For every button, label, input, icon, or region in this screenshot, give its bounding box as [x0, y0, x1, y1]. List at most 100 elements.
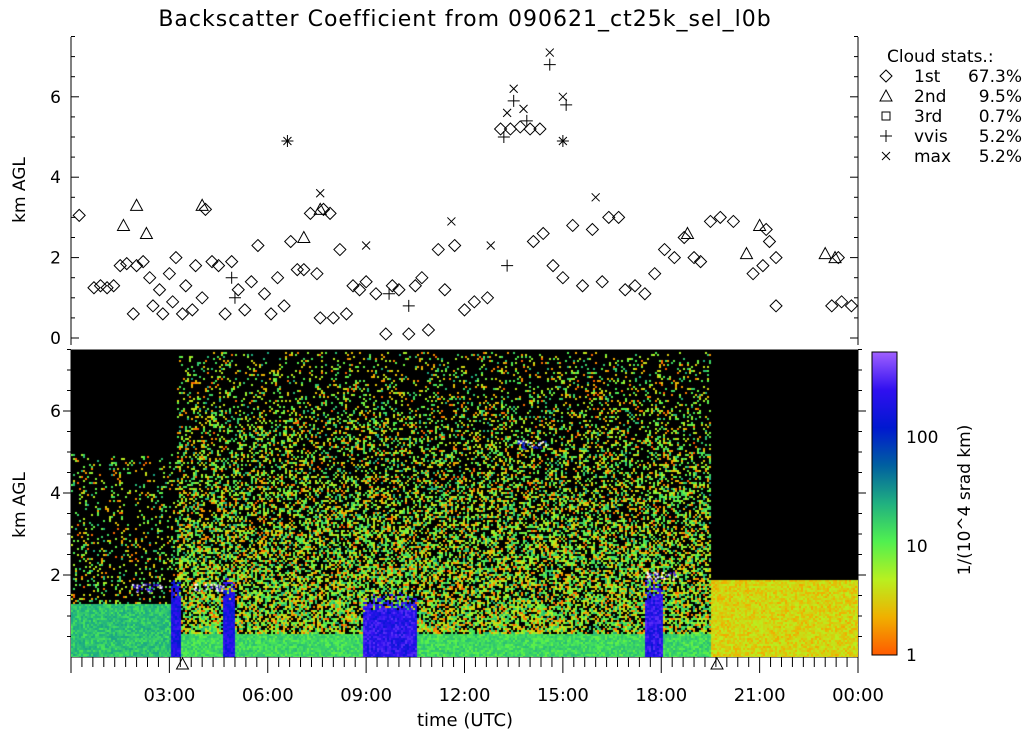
legend-name: 1st — [914, 67, 941, 87]
point-1st — [769, 250, 783, 265]
x-tick-label: 09:00 — [340, 685, 392, 706]
legend-name: 2nd — [914, 87, 946, 107]
point-1st — [72, 208, 86, 223]
time-marker-triangle-icon — [710, 656, 724, 670]
point-1st — [264, 307, 278, 321]
point-1st — [421, 323, 436, 337]
point-1st — [402, 327, 416, 341]
point-1st — [523, 122, 537, 136]
y-tick-label: 2 — [50, 566, 61, 586]
point-2nd — [680, 226, 695, 239]
point-max — [509, 84, 519, 94]
legend-title: Cloud stats.: — [887, 47, 994, 67]
point-vvis — [543, 58, 556, 71]
point-2nd — [116, 218, 131, 231]
point-1st — [218, 307, 232, 321]
point-vvis — [497, 131, 510, 143]
point-1st — [392, 283, 406, 297]
point-vvis — [501, 259, 514, 272]
x-tick-label: 18:00 — [635, 685, 687, 706]
point-2nd — [739, 246, 754, 260]
point-2nd — [752, 218, 767, 231]
point-2nd — [818, 246, 833, 260]
legend-name: max — [914, 147, 951, 167]
point-1st — [120, 256, 134, 271]
legend-value: 67.3% — [968, 67, 1022, 87]
point-1st — [106, 279, 121, 293]
point-1st — [726, 214, 741, 229]
legend-name: vvis — [914, 127, 948, 147]
y-tick-label: 6 — [50, 402, 61, 422]
point-2nd — [828, 250, 842, 264]
point-1st — [333, 242, 347, 257]
point-max — [558, 136, 568, 146]
legend-cross-icon — [881, 151, 891, 161]
point-max — [545, 48, 555, 57]
point-1st — [211, 258, 226, 273]
point-vvis — [560, 98, 573, 111]
colorbar-bar — [871, 351, 898, 656]
legend-value: 5.2% — [979, 127, 1022, 147]
legend-value: 5.2% — [979, 147, 1022, 167]
point-1st — [513, 120, 527, 134]
x-tick-label: 00:00 — [832, 685, 884, 706]
point-1st — [585, 222, 600, 237]
point-max — [591, 192, 601, 202]
backscatter-heatmap — [71, 350, 858, 657]
y-tick-label: 4 — [50, 168, 61, 188]
point-2nd — [195, 198, 210, 211]
x-tick-label: 15:00 — [537, 685, 589, 706]
point-1st — [283, 234, 298, 249]
cloud-base-panel: 0 2 4 6 — [50, 36, 859, 349]
point-1st — [93, 279, 108, 293]
point-1st — [762, 234, 777, 249]
point-1st — [162, 266, 177, 281]
point-1st — [431, 242, 445, 257]
point-max — [283, 136, 292, 146]
x-tick-label: 03:00 — [143, 685, 195, 706]
point-2nd — [313, 202, 328, 215]
point-1st — [297, 262, 311, 277]
point-1st — [657, 242, 672, 257]
point-1st — [352, 283, 367, 297]
chart-title: Backscatter Coefficient from 090621_ct25… — [158, 7, 771, 32]
point-vvis — [225, 271, 238, 284]
y-tick-label: 4 — [50, 484, 61, 504]
point-1st — [129, 258, 144, 273]
point-vvis — [228, 291, 241, 304]
point-1st — [244, 275, 259, 289]
point-1st — [385, 279, 400, 293]
colorbar-tick-label: 10 — [906, 537, 928, 557]
point-1st — [457, 303, 472, 317]
point-1st — [277, 299, 291, 313]
point-2nd — [129, 198, 144, 211]
x-axis-label: time (UTC) — [417, 710, 513, 730]
time-marker-triangle-icon — [175, 656, 190, 670]
point-1st — [313, 311, 327, 325]
legend-name: 3rd — [914, 107, 942, 127]
point-1st — [142, 270, 157, 285]
point-1st — [339, 307, 354, 321]
point-1st — [270, 270, 285, 285]
point-1st — [369, 287, 383, 301]
point-1st — [415, 270, 429, 285]
point-1st — [533, 122, 547, 136]
point-1st — [667, 250, 682, 265]
point-1st — [693, 254, 708, 269]
point-1st — [169, 250, 183, 265]
point-1st — [205, 254, 219, 269]
colorbar-tick-label: 1 — [906, 646, 917, 666]
point-1st — [493, 122, 508, 136]
point-vvis — [383, 287, 396, 300]
point-1st — [447, 238, 462, 253]
point-1st — [756, 258, 770, 273]
point-1st — [251, 238, 265, 253]
point-max — [447, 217, 456, 226]
point-1st — [326, 311, 341, 325]
point-1st — [198, 202, 213, 217]
point-1st — [834, 295, 849, 309]
point-1st — [844, 299, 859, 313]
point-1st — [126, 307, 141, 321]
point-1st — [595, 275, 609, 289]
point-1st — [769, 299, 783, 313]
